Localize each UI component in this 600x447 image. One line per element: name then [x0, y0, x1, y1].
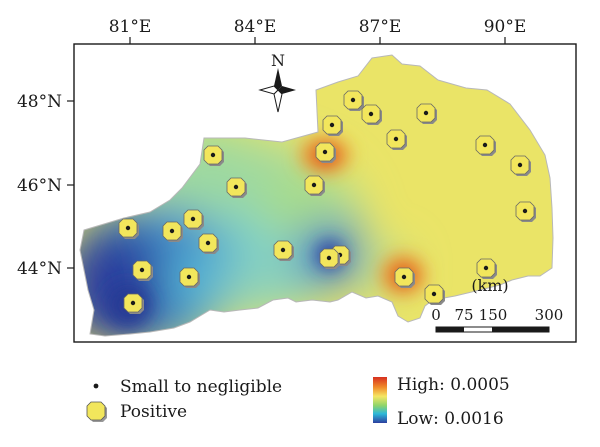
north-arrow — [258, 68, 296, 113]
legend-high-label: High: 0.0005 — [397, 375, 510, 395]
legend-low-label: Low: 0.0016 — [397, 409, 504, 429]
y-tick-label: 48°N — [17, 92, 62, 112]
station-marker — [386, 129, 407, 150]
scale-tick-150: 150 — [479, 306, 508, 324]
scale-tick-300: 300 — [535, 306, 564, 324]
x-tick-label: 87°E — [359, 17, 402, 37]
station-marker — [273, 240, 294, 261]
positive-swatch — [86, 401, 107, 422]
station-marker — [183, 209, 204, 230]
station-marker — [343, 90, 364, 111]
station-marker — [361, 104, 382, 125]
y-tick-label: 44°N — [17, 259, 62, 279]
axis-ticks — [67, 37, 506, 269]
station-marker — [226, 177, 247, 198]
station-marker — [322, 115, 343, 136]
legend-small-label: Small to negligible — [120, 377, 282, 397]
legend: Small to negligible Positive High: 0.000… — [86, 375, 510, 429]
x-tick-label: 81°E — [109, 17, 152, 37]
region-outline — [79, 54, 554, 337]
station-marker — [515, 201, 536, 222]
station-marker — [416, 103, 437, 124]
station-marker — [118, 218, 139, 239]
north-label: N — [271, 51, 285, 70]
station-marker — [510, 155, 531, 176]
colorbar — [373, 377, 387, 423]
x-tick-label: 84°E — [234, 17, 277, 37]
station-marker — [162, 221, 183, 242]
station-marker — [475, 135, 496, 156]
station-marker — [394, 267, 415, 288]
station-marker — [315, 142, 336, 163]
scale-bar: (km) 0 75 150 300 — [431, 276, 564, 333]
scale-unit: (km) — [471, 276, 508, 295]
station-marker — [203, 145, 224, 166]
y-tick-label: 46°N — [17, 176, 62, 196]
x-tick-label: 90°E — [484, 17, 527, 37]
legend-positive-label: Positive — [120, 402, 187, 422]
small-dot-swatch — [93, 383, 99, 389]
station-marker — [319, 248, 340, 269]
scale-tick-75: 75 — [454, 306, 473, 324]
station-marker — [198, 233, 219, 254]
scale-tick-0: 0 — [431, 306, 441, 324]
station-marker — [179, 267, 200, 288]
station-marker — [304, 175, 325, 196]
station-marker — [132, 260, 153, 281]
station-markers — [118, 90, 536, 314]
station-marker — [424, 284, 445, 305]
station-marker — [476, 258, 497, 279]
station-marker — [123, 293, 144, 314]
